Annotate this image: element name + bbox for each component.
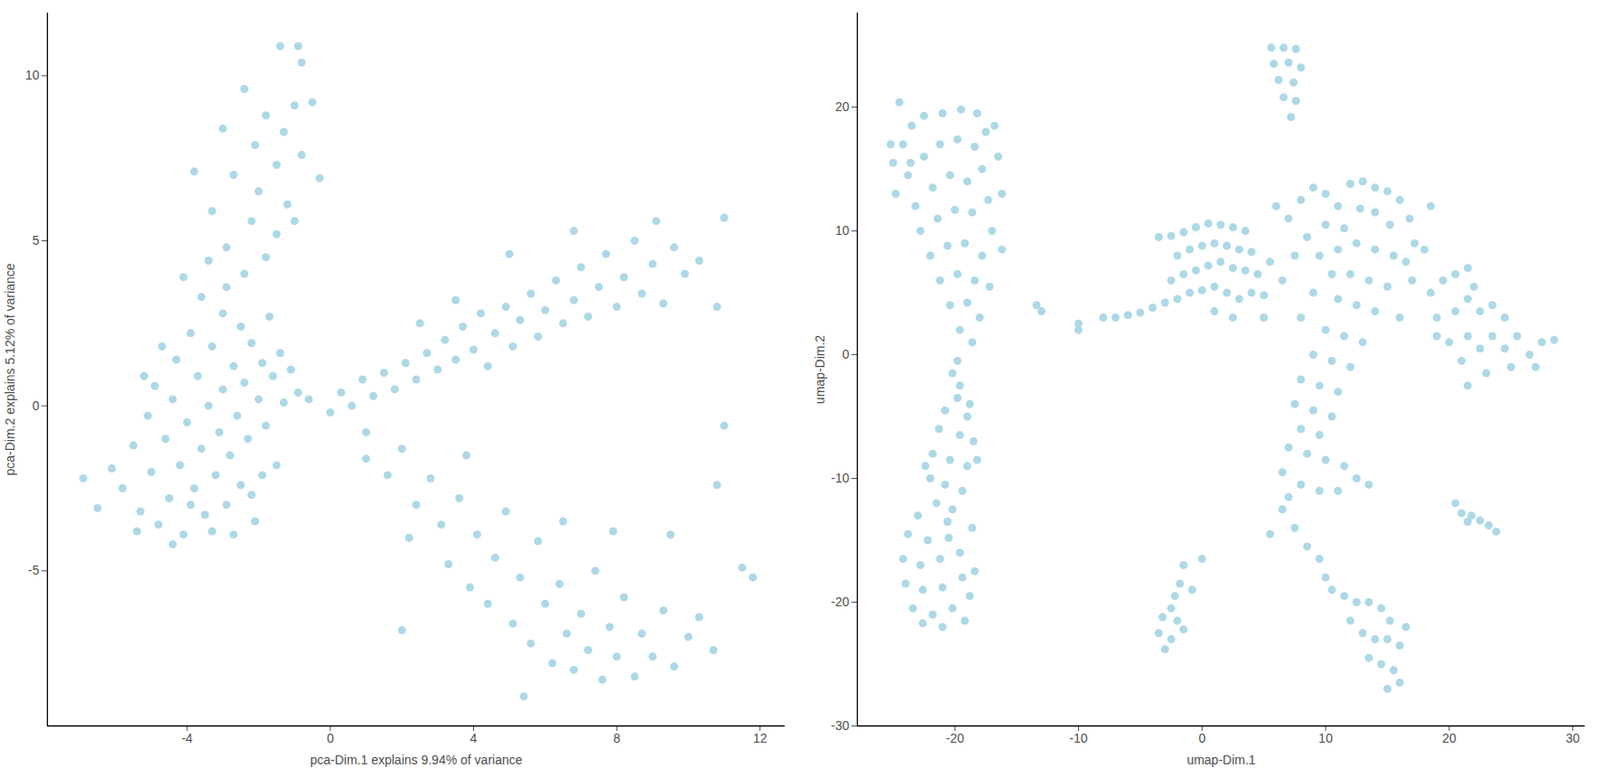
svg-text:10: 10 bbox=[25, 67, 40, 83]
svg-text:12: 12 bbox=[753, 730, 768, 745]
svg-text:pca-Dim.1 explains 9.94% of va: pca-Dim.1 explains 9.94% of variance bbox=[309, 752, 522, 767]
svg-text:0: 0 bbox=[326, 730, 335, 745]
svg-text:-30: -30 bbox=[830, 717, 849, 733]
svg-text:-20: -20 bbox=[830, 594, 849, 609]
svg-text:8: 8 bbox=[613, 730, 621, 745]
svg-text:4: 4 bbox=[470, 730, 478, 745]
svg-text:-4: -4 bbox=[181, 730, 194, 745]
svg-text:-10: -10 bbox=[1069, 730, 1088, 745]
svg-text:30: 30 bbox=[1565, 730, 1581, 745]
svg-text:0: 0 bbox=[1198, 730, 1206, 745]
svg-text:5: 5 bbox=[32, 232, 40, 248]
svg-text:-10: -10 bbox=[830, 470, 849, 485]
svg-text:0: 0 bbox=[32, 398, 40, 413]
svg-text:umap-Dim.1: umap-Dim.1 bbox=[1186, 752, 1256, 767]
svg-text:20: 20 bbox=[1441, 730, 1457, 745]
svg-text:10: 10 bbox=[1318, 730, 1333, 745]
svg-text:pca-Dim.2 explains 5.12% of va: pca-Dim.2 explains 5.12% of variance bbox=[2, 262, 18, 475]
svg-text:-5: -5 bbox=[27, 562, 40, 577]
svg-text:10: 10 bbox=[835, 223, 850, 238]
svg-text:umap-Dim.2: umap-Dim.2 bbox=[812, 334, 828, 404]
svg-text:-20: -20 bbox=[945, 730, 964, 745]
svg-text:0: 0 bbox=[842, 346, 850, 362]
svg-text:20: 20 bbox=[835, 99, 850, 114]
